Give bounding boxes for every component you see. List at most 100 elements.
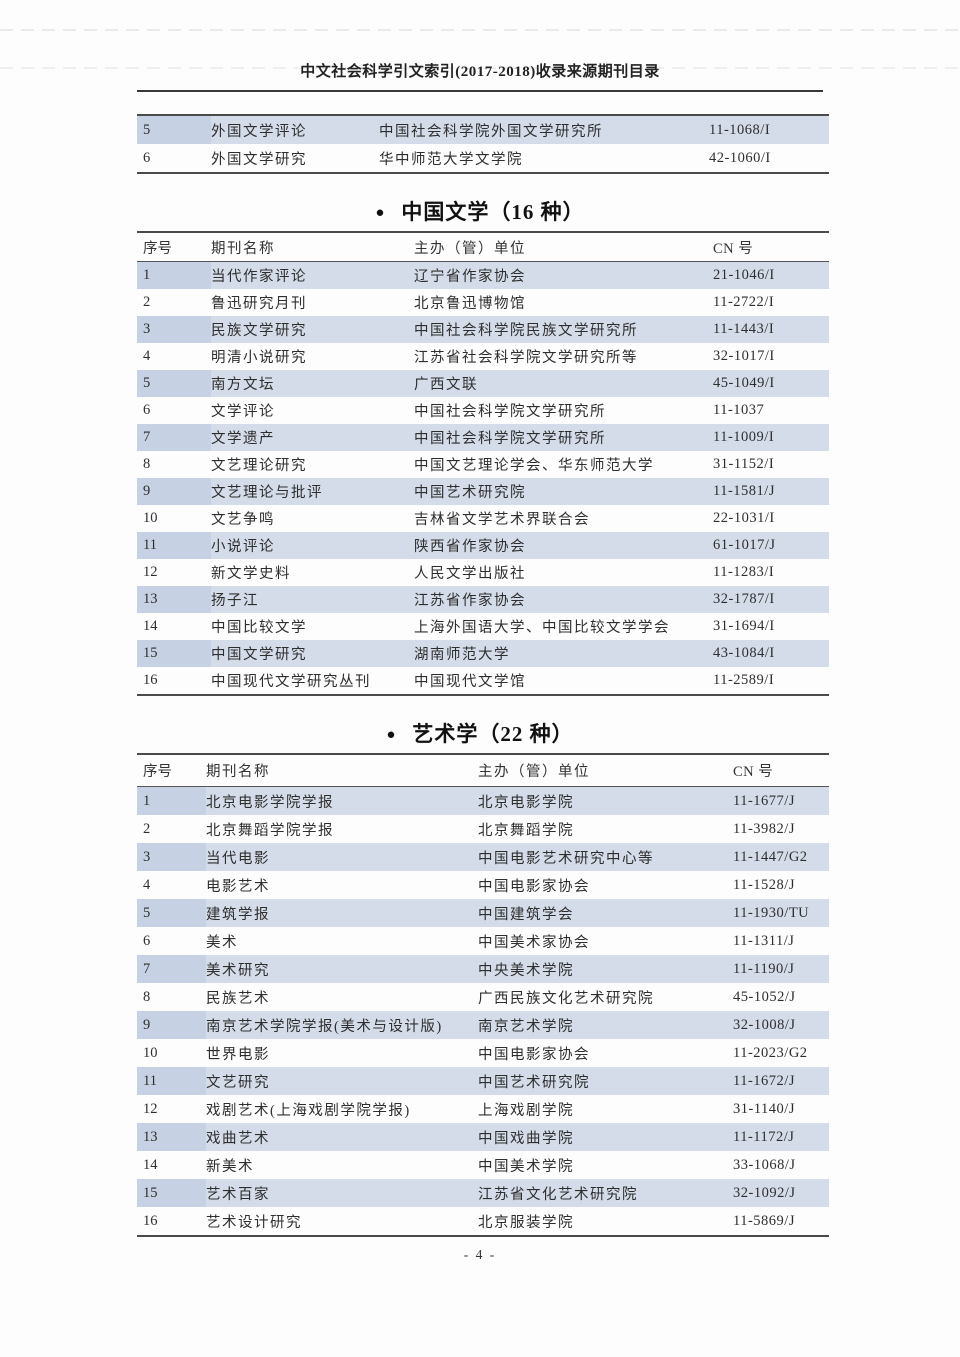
cell-cn: 21-1046/I <box>713 261 829 289</box>
section-title-art-studies: ● 艺术学（22 种） <box>137 720 823 749</box>
cell-journal: 民族艺术 <box>206 990 270 1007</box>
cell-journal: 戏曲艺术 <box>206 1123 478 1151</box>
cell-index: 9 <box>137 478 211 505</box>
column-header-cn: CN 号 <box>713 240 754 257</box>
cell-index: 11 <box>137 532 211 559</box>
cell-cn: 22-1031/I <box>713 510 775 526</box>
cell-organizer: 中国美术学院 <box>478 1158 574 1175</box>
cell-cn: 42-1060/I <box>709 149 771 166</box>
journal-row: 7 美术研究 中央美术学院 11-1190/J <box>137 955 829 983</box>
cell-organizer: 中国电影艺术研究中心等 <box>478 843 733 871</box>
cell-cn: 11-5869/J <box>733 1212 795 1229</box>
scan-artifact-line <box>0 29 960 31</box>
cell-organizer: 中国文艺理论学会、华东师范大学 <box>414 458 654 474</box>
cell-journal: 明清小说研究 <box>211 350 307 366</box>
header-rule <box>137 90 823 92</box>
cell-cn: 32-1017/I <box>713 348 775 364</box>
cell-journal: 文学遗产 <box>211 424 414 451</box>
cell-organizer: 北京电影学院 <box>478 786 733 815</box>
cell-organizer: 中国艺术研究院 <box>414 478 713 505</box>
cell-organizer: 吉林省文学艺术界联合会 <box>414 512 590 528</box>
cell-index: 11 <box>137 1067 206 1095</box>
cell-index: 15 <box>137 640 211 667</box>
cell-index: 4 <box>143 876 151 893</box>
cell-index: 13 <box>137 1123 206 1151</box>
cell-journal: 南方文坛 <box>211 370 414 397</box>
cell-index: 1 <box>137 786 206 815</box>
cell-organizer: 中国电影家协会 <box>478 878 590 895</box>
journal-row: 1 当代作家评论 辽宁省作家协会 21-1046/I <box>137 261 829 289</box>
cell-journal: 当代电影 <box>206 843 478 871</box>
journal-row: 16 中国现代文学研究丛刊 中国现代文学馆 11-2589/I <box>137 667 829 695</box>
cell-index: 12 <box>143 564 158 580</box>
cell-organizer: 中国美术家协会 <box>478 934 590 951</box>
journal-row: 14 中国比较文学 上海外国语大学、中国比较文学学会 31-1694/I <box>137 613 829 640</box>
cell-index: 12 <box>143 1100 158 1117</box>
cell-journal: 世界电影 <box>206 1046 270 1063</box>
section-title-text: 艺术学（22 种） <box>412 722 574 746</box>
journal-table-continuation: 5 外国文学评论 中国社会科学院外国文学研究所 11-1068/I 6 外国文学研究 华中师… <box>137 114 829 174</box>
journal-row: 7 文学遗产 中国社会科学院文学研究所 11-1009/I <box>137 424 829 451</box>
cell-organizer: 北京舞蹈学院 <box>478 822 574 839</box>
cell-organizer: 中国戏曲学院 <box>478 1123 733 1151</box>
journal-row: 13 扬子江 江苏省作家协会 32-1787/I <box>137 586 829 613</box>
cell-cn: 61-1017/J <box>713 532 829 559</box>
bullet-icon: ● <box>375 205 386 221</box>
cell-journal: 外国文学研究 <box>211 151 307 168</box>
cell-index: 8 <box>143 988 151 1005</box>
journal-row: 2 北京舞蹈学院学报 北京舞蹈学院 11-3982/J <box>137 815 829 843</box>
cell-journal: 扬子江 <box>211 586 414 613</box>
cell-index: 3 <box>137 843 206 871</box>
column-header-index: 序号 <box>143 240 172 257</box>
journal-row: 5 建筑学报 中国建筑学会 11-1930/TU <box>137 899 829 927</box>
journal-row: 8 文艺理论研究 中国文艺理论学会、华东师范大学 31-1152/I <box>137 451 829 478</box>
cell-journal: 艺术百家 <box>206 1179 478 1207</box>
document-header-title: 中文社会科学引文索引(2017-2018)收录来源期刊目录 <box>300 64 660 80</box>
cell-cn: 11-1528/J <box>733 876 795 893</box>
cell-cn: 11-1283/I <box>713 564 775 580</box>
cell-index: 4 <box>143 348 151 364</box>
cell-journal: 戏剧艺术(上海戏剧学院学报) <box>206 1102 411 1119</box>
journal-row: 5 外国文学评论 中国社会科学院外国文学研究所 11-1068/I <box>137 115 829 144</box>
cell-organizer: 上海外国语大学、中国比较文学学会 <box>414 620 670 636</box>
cell-journal: 北京舞蹈学院学报 <box>206 822 334 839</box>
cell-index: 13 <box>137 586 211 613</box>
journal-row: 6 美术 中国美术家协会 11-1311/J <box>137 927 829 955</box>
cell-organizer: 辽宁省作家协会 <box>414 261 713 289</box>
cell-cn: 31-1152/I <box>713 456 775 472</box>
cell-index: 2 <box>143 294 151 310</box>
cell-organizer: 中国社会科学院文学研究所 <box>414 404 606 420</box>
cell-index: 5 <box>137 370 211 397</box>
journal-row: 13 戏曲艺术 中国戏曲学院 11-1172/J <box>137 1123 829 1151</box>
cell-index: 8 <box>143 456 151 472</box>
cell-cn: 11-1447/G2 <box>733 843 829 871</box>
cell-organizer: 湖南师范大学 <box>414 640 713 667</box>
cell-organizer: 广西民族文化艺术研究院 <box>478 990 654 1007</box>
cell-journal: 北京电影学院学报 <box>206 786 478 815</box>
journal-row: 15 艺术百家 江苏省文化艺术研究院 32-1092/J <box>137 1179 829 1207</box>
cell-organizer: 上海戏剧学院 <box>478 1102 574 1119</box>
cell-journal: 美术研究 <box>206 955 478 983</box>
cell-journal: 文艺理论与批评 <box>211 478 414 505</box>
column-header-organizer: 主办（管）单位 <box>414 240 526 257</box>
cell-index: 10 <box>143 510 158 526</box>
cell-cn: 32-1092/J <box>733 1179 829 1207</box>
cell-organizer: 南京艺术学院 <box>478 1011 733 1039</box>
cell-journal: 鲁迅研究月刊 <box>211 296 307 312</box>
table-header-row: 序号 期刊名称 主办（管）单位 CN 号 <box>137 232 829 262</box>
cell-organizer: 北京服装学院 <box>478 1214 574 1231</box>
column-header-index: 序号 <box>143 764 172 780</box>
journal-row: 5 南方文坛 广西文联 45-1049/I <box>137 370 829 397</box>
journal-row: 12 戏剧艺术(上海戏剧学院学报) 上海戏剧学院 31-1140/J <box>137 1095 829 1123</box>
cell-cn: 11-1037 <box>713 402 765 418</box>
journal-row: 11 小说评论 陕西省作家协会 61-1017/J <box>137 532 829 559</box>
journal-row: 15 中国文学研究 湖南师范大学 43-1084/I <box>137 640 829 667</box>
cell-journal: 文艺争鸣 <box>211 512 275 528</box>
cell-index: 2 <box>143 820 151 837</box>
scan-artifact-line <box>0 67 960 69</box>
cell-journal: 电影艺术 <box>206 878 270 895</box>
cell-organizer: 中国建筑学会 <box>478 899 733 927</box>
bullet-icon: ● <box>386 727 397 743</box>
cell-cn: 11-2589/I <box>713 672 775 688</box>
cell-cn: 45-1049/I <box>713 370 829 397</box>
